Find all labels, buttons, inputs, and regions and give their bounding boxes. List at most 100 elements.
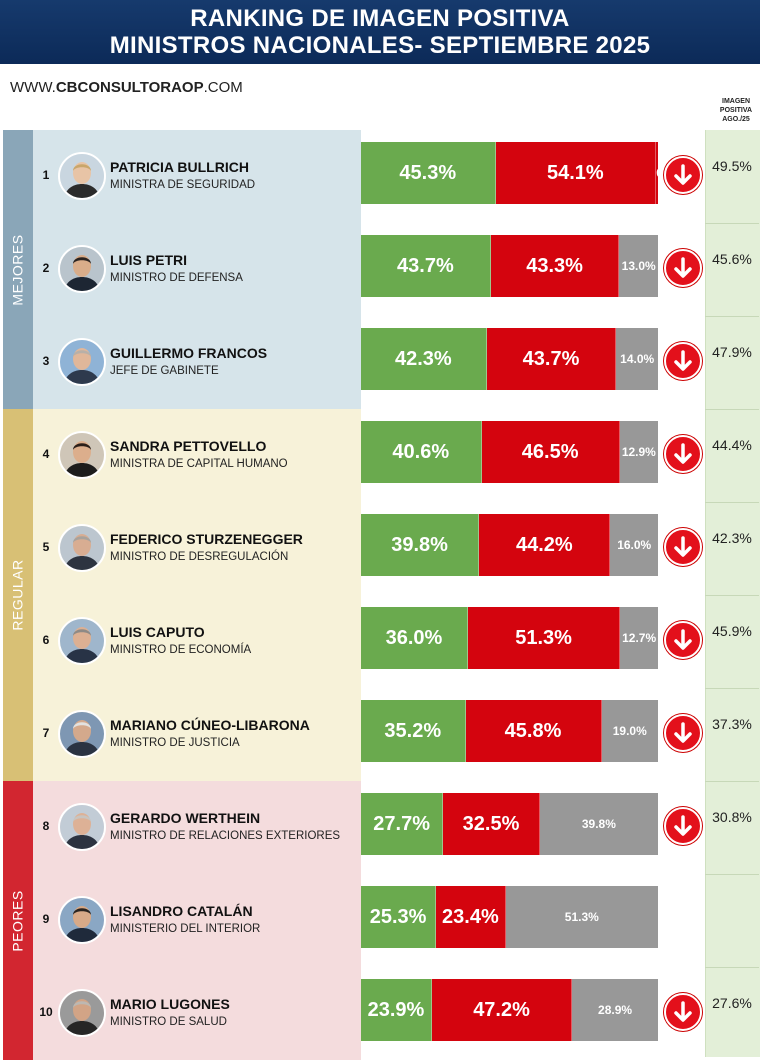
website-link[interactable]: WWW.CBCONSULTORAOP.COM	[10, 79, 243, 96]
website-suffix: .COM	[203, 79, 243, 96]
minister-role: MINISTRO DE JUSTICIA	[110, 737, 240, 749]
minister-name: GERARDO WERTHEIN	[110, 810, 261, 826]
positive-segment: 25.3%	[361, 886, 437, 948]
minister-role: MINISTRO DE ECONOMÍA	[110, 644, 252, 656]
positive-segment: 42.3%	[361, 328, 487, 390]
down-arrow-icon	[664, 342, 702, 380]
positive-segment: 35.2%	[361, 700, 466, 762]
table-row: 9 LISANDRO CATALÁN MINISTERIO DEL INTERIOR…	[0, 874, 760, 967]
negative-segment: 46.5%	[481, 421, 620, 483]
rank-number: 6	[42, 633, 50, 647]
avatar	[58, 896, 106, 944]
minister-name: LISANDRO CATALÁN	[110, 903, 253, 919]
table-row: 4 SANDRA PETTOVELLO MINISTRA DE CAPITAL HU…	[0, 409, 760, 502]
negative-segment: 45.8%	[465, 700, 602, 762]
positive-segment: 36.0%	[361, 607, 468, 669]
negative-segment: 44.2%	[479, 514, 611, 576]
rank-number: 10	[39, 1005, 53, 1019]
previous-column-divider	[705, 688, 759, 689]
group-label-mejores: MEJORES	[3, 130, 33, 409]
minister-role: MINISTRO DE DEFENSA	[110, 272, 243, 284]
table-row: 6 LUIS CAPUTO MINISTRO DE ECONOMÍA 36.0% 51.…	[0, 595, 760, 688]
negative-segment: 54.1%	[495, 142, 657, 204]
down-arrow-icon	[664, 621, 702, 659]
previous-positive-value: 30.8%	[712, 809, 752, 825]
minister-name: PATRICIA BULLRICH	[110, 159, 249, 175]
prev-header-line3: AGO./25	[722, 116, 750, 123]
stacked-bar: 39.8% 44.2% 16.0%	[361, 514, 658, 576]
header: RANKING DE IMAGEN POSITIVA MINISTROS NAC…	[0, 0, 760, 64]
nsnc-segment: 16.0%	[610, 514, 658, 576]
minister-name: SANDRA PETTOVELLO	[110, 438, 267, 454]
negative-segment: 32.5%	[443, 793, 540, 855]
avatar	[58, 710, 106, 758]
negative-segment: 47.2%	[431, 979, 573, 1041]
nsnc-segment: 51.3%	[505, 886, 658, 948]
table-row: 10 MARIO LUGONES MINISTRO DE SALUD 23.9% 47.…	[0, 967, 760, 1060]
previous-column-divider	[705, 781, 759, 782]
rank-number: 8	[42, 819, 50, 833]
table-row: 5 FEDERICO STURZENEGGER MINISTRO DE DESREG…	[0, 502, 760, 595]
website-prefix: WWW.	[10, 79, 56, 96]
rank-number: 5	[42, 540, 50, 554]
avatar	[58, 524, 106, 572]
stacked-bar: 36.0% 51.3% 12.7%	[361, 607, 658, 669]
avatar	[58, 152, 106, 200]
minister-role: MINISTERIO DEL INTERIOR	[110, 923, 261, 935]
prev-header-line2: POSITIVA	[719, 107, 753, 114]
stacked-bar: 43.7% 43.3% 13.0%	[361, 235, 658, 297]
minister-role: MINISTRA DE CAPITAL HUMANO	[110, 458, 288, 470]
chart-title-line2: MINISTROS NACIONALES- SEPTIEMBRE 2025	[109, 32, 651, 59]
avatar	[58, 617, 106, 665]
stacked-bar: 45.3%54.1%0.6	[361, 142, 658, 204]
minister-name: GUILLERMO FRANCOS	[110, 345, 268, 361]
minister-role: MINISTRO DE RELACIONES EXTERIORES	[110, 830, 341, 842]
table-row: 1 PATRICIA BULLRICH MINISTRA DE SEGURIDAD 4…	[0, 130, 760, 223]
nsnc-segment: 39.8%	[539, 793, 658, 855]
down-arrow-icon	[664, 528, 702, 566]
down-arrow-icon	[664, 249, 702, 287]
minister-role: MINISTRA DE SEGURIDAD	[110, 179, 256, 191]
prev-header-line1: IMAGEN	[722, 98, 750, 105]
previous-positive-value: 47.9%	[712, 344, 752, 360]
chart-title-line1: RANKING DE IMAGEN POSITIVA	[190, 5, 570, 32]
down-arrow-icon	[664, 807, 702, 845]
table-row: 7 MARIANO CÚNEO-LIBARONA MINISTRO DE JUSTI…	[0, 688, 760, 781]
positive-segment: 23.9%	[361, 979, 432, 1041]
rank-number: 3	[42, 354, 50, 368]
positive-segment: 40.6%	[361, 421, 482, 483]
negative-segment: 43.3%	[490, 235, 620, 297]
previous-column-divider	[705, 409, 759, 410]
previous-column-divider	[705, 967, 759, 968]
previous-column-divider	[705, 223, 759, 224]
table-row: 3 GUILLERMO FRANCOS JEFE DE GABINETE 42.3% 4…	[0, 316, 760, 409]
minister-name: FEDERICO STURZENEGGER	[110, 531, 303, 547]
website-brand: CBCONSULTORAOP	[55, 79, 204, 96]
avatar	[58, 431, 106, 479]
table-row: 8 GERARDO WERTHEIN MINISTRO DE RELACIONES …	[0, 781, 760, 874]
stacked-bar: 27.7% 32.5% 39.8%	[361, 793, 658, 855]
down-arrow-icon	[664, 435, 702, 473]
previous-column-background	[705, 130, 760, 1057]
stacked-bar: 42.3% 43.7% 14.0%	[361, 328, 658, 390]
stacked-bar: 40.6% 46.5% 12.9%	[361, 421, 658, 483]
previous-positive-value: 45.9%	[712, 623, 752, 639]
positive-segment: 43.7%	[361, 235, 491, 297]
previous-column-divider	[705, 595, 759, 596]
previous-column-divider	[705, 316, 759, 317]
positive-segment: 39.8%	[361, 514, 480, 576]
previous-column-header: IMAGEN POSITIVA AGO./25	[705, 97, 760, 124]
nsnc-segment: 0.6	[656, 142, 658, 204]
positive-segment: 27.7%	[361, 793, 444, 855]
stacked-bar: 35.2% 45.8% 19.0%	[361, 700, 658, 762]
previous-positive-value: 49.5%	[712, 158, 752, 174]
nsnc-segment: 13.0%	[619, 235, 658, 297]
positive-segment: 45.3%	[361, 142, 496, 204]
minister-name: LUIS CAPUTO	[110, 624, 205, 640]
previous-column-divider	[705, 502, 759, 503]
rank-number: 2	[42, 261, 50, 275]
nsnc-segment: 12.9%	[619, 421, 658, 483]
nsnc-segment: 28.9%	[572, 979, 658, 1041]
previous-positive-value: 37.3%	[712, 716, 752, 732]
previous-positive-value: 27.6%	[712, 995, 752, 1011]
